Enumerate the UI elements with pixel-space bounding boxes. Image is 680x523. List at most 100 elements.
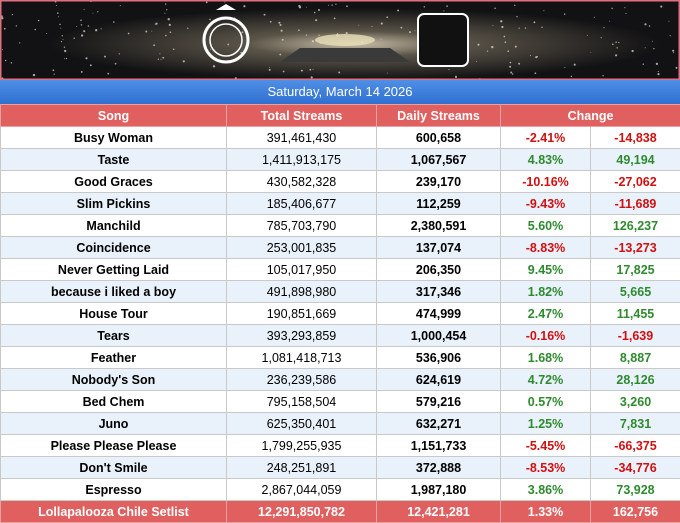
daily-streams: 474,999 xyxy=(377,303,501,325)
crowd-light xyxy=(507,50,509,52)
crowd-light xyxy=(269,69,271,71)
change-streams: 7,831 xyxy=(591,413,680,435)
total-streams: 1,081,418,713 xyxy=(227,347,377,369)
column-header: Daily Streams xyxy=(377,105,501,127)
crowd-light xyxy=(160,59,161,60)
crowd-light xyxy=(672,50,674,52)
daily-streams: 206,350 xyxy=(377,259,501,281)
crowd-light xyxy=(386,16,388,18)
crowd-light xyxy=(85,57,87,59)
crowd-light xyxy=(668,21,669,22)
crowd-light xyxy=(514,5,515,6)
change-percent: 5.60% xyxy=(501,215,591,237)
song: Good Graces xyxy=(1,171,227,193)
crowd-light xyxy=(283,71,285,73)
date-bar: Saturday, March 14 2026 xyxy=(0,80,680,104)
change-streams: -13,273 xyxy=(591,237,680,259)
crowd-light xyxy=(397,10,399,12)
crowd-light xyxy=(282,39,284,41)
crowd-light xyxy=(162,57,164,59)
crowd-light xyxy=(56,5,57,6)
crowd-light xyxy=(312,40,314,42)
crowd-light xyxy=(241,31,243,33)
crowd-light xyxy=(313,69,314,70)
crowd-light xyxy=(227,44,229,46)
song: Busy Woman xyxy=(1,127,227,149)
crowd-light xyxy=(625,13,626,14)
crowd-light xyxy=(334,18,336,20)
crowd-light xyxy=(443,10,444,11)
total-streams: 391,461,430 xyxy=(227,127,377,149)
crowd-light xyxy=(337,33,338,34)
crowd-light xyxy=(38,20,40,22)
crowd-light xyxy=(11,62,12,63)
crowd-light xyxy=(519,27,520,28)
crowd-light xyxy=(306,34,307,35)
change-percent: 1.33% xyxy=(501,501,591,523)
crowd-light xyxy=(16,25,17,26)
crowd-light xyxy=(81,24,82,25)
change-streams: 5,665 xyxy=(591,281,680,303)
crowd-light xyxy=(618,42,619,43)
crowd-light xyxy=(624,7,625,8)
crowd-light xyxy=(62,35,63,36)
daily-streams: 632,271 xyxy=(377,413,501,435)
crowd-light xyxy=(81,71,83,73)
total-streams: 795,158,504 xyxy=(227,391,377,413)
crowd-light xyxy=(93,13,94,14)
change-streams: -34,776 xyxy=(591,457,680,479)
crowd-light xyxy=(169,24,171,26)
daily-streams: 239,170 xyxy=(377,171,501,193)
change-percent: 2.47% xyxy=(501,303,591,325)
crowd-light xyxy=(173,48,175,50)
crowd-light xyxy=(424,6,425,7)
streams-table: Song Total Streams Daily Streams Change … xyxy=(0,104,680,523)
daily-streams: 624,619 xyxy=(377,369,501,391)
crowd-light xyxy=(166,9,167,10)
daily-streams: 1,151,733 xyxy=(377,435,501,457)
crowd-light xyxy=(500,20,502,22)
total-streams: 185,406,677 xyxy=(227,193,377,215)
song: Bed Chem xyxy=(1,391,227,413)
crowd-light xyxy=(509,66,511,68)
crowd-light xyxy=(401,27,403,29)
crowd-light xyxy=(61,41,62,42)
crowd-light xyxy=(510,72,512,74)
crowd-light xyxy=(81,34,83,36)
crowd-light xyxy=(34,29,36,31)
crowd-light xyxy=(516,16,517,17)
change-streams: 162,756 xyxy=(591,501,680,523)
crowd-light xyxy=(615,54,617,56)
total-streams: 393,293,859 xyxy=(227,325,377,347)
crowd-light xyxy=(158,59,159,60)
crowd-light xyxy=(101,28,102,29)
song: Feather xyxy=(1,347,227,369)
crowd-light xyxy=(120,5,121,6)
crowd-light xyxy=(90,64,92,66)
crowd-light xyxy=(107,73,109,75)
crowd-light xyxy=(611,8,612,9)
crowd-light xyxy=(657,73,659,75)
crowd-light xyxy=(64,47,65,48)
song: Coincidence xyxy=(1,237,227,259)
total-streams: 625,350,401 xyxy=(227,413,377,435)
change-percent: 1.25% xyxy=(501,413,591,435)
crowd-light xyxy=(73,37,74,38)
crowd-light xyxy=(95,29,97,31)
crowd-light xyxy=(2,49,3,50)
crowd-light xyxy=(446,5,448,7)
crowd-light xyxy=(643,63,644,64)
change-percent: 4.72% xyxy=(501,369,591,391)
crowd-light xyxy=(358,25,359,26)
crowd-light xyxy=(153,44,155,46)
change-streams: 11,455 xyxy=(591,303,680,325)
total-streams: 253,001,835 xyxy=(227,237,377,259)
crowd-light xyxy=(83,30,85,32)
crowd-light xyxy=(209,19,211,21)
crowd-light xyxy=(243,5,245,7)
crowd-light xyxy=(314,12,316,14)
change-streams: -1,639 xyxy=(591,325,680,347)
